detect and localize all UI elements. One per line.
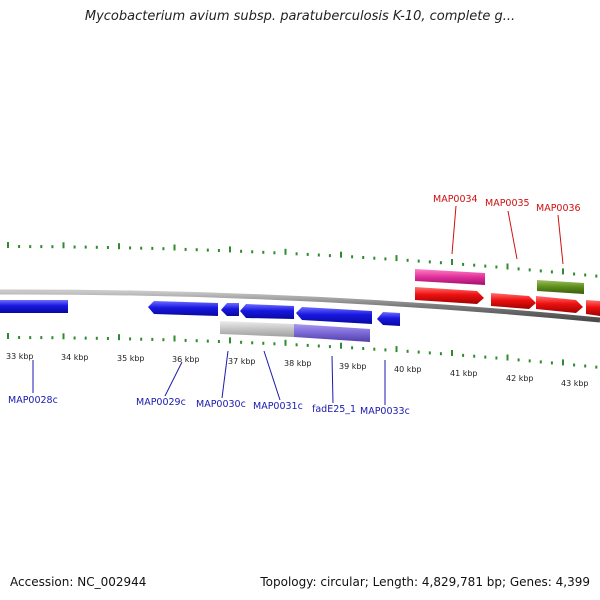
gene-label-map0029c[interactable]: MAP0029c xyxy=(136,397,186,408)
gene-arrow-map0035[interactable] xyxy=(491,293,536,309)
kbp-label: 43 kbp xyxy=(561,379,589,388)
lower-tick-track xyxy=(7,333,598,369)
gene-label-fade25-1[interactable]: fadE25_1 xyxy=(312,404,356,415)
gene-label-map0033c[interactable]: MAP0033c xyxy=(360,406,410,417)
upper-tick-track xyxy=(7,242,598,278)
genome-backbone xyxy=(0,289,600,323)
kbp-label: 38 kbp xyxy=(284,359,312,368)
kbp-scale: 33 kbp 34 kbp 35 kbp 36 kbp 37 kbp 38 kb… xyxy=(6,352,589,388)
gene-arrow-map0034[interactable] xyxy=(415,287,484,304)
kbp-label: 40 kbp xyxy=(394,365,422,374)
gene-label-map0035[interactable]: MAP0035 xyxy=(485,198,530,209)
gene-arrow-fade25-1[interactable] xyxy=(296,307,372,324)
map-title: Mycobacterium avium subsp. paratuberculo… xyxy=(84,9,516,24)
gene-arrow-map0031c[interactable] xyxy=(240,304,294,319)
kbp-label: 35 kbp xyxy=(117,354,145,363)
gene-arrow-map0028c[interactable] xyxy=(0,300,68,313)
kbp-label: 42 kbp xyxy=(506,374,534,383)
gene-label-map0028c[interactable]: MAP0028c xyxy=(8,395,58,406)
gene-label-map0031c[interactable]: MAP0031c xyxy=(253,401,303,412)
grey-feature[interactable] xyxy=(220,321,294,337)
gene-label-map0030c[interactable]: MAP0030c xyxy=(196,399,246,410)
genome-summary-text: Topology: circular; Length: 4,829,781 bp… xyxy=(260,575,590,589)
gene-label-map0036[interactable]: MAP0036 xyxy=(536,203,581,214)
purple-feature[interactable] xyxy=(294,324,370,342)
gene-arrow-map0036[interactable] xyxy=(536,296,583,313)
gene-arrow-map0033c[interactable] xyxy=(377,312,400,326)
gene-arrow-map0030c[interactable] xyxy=(221,303,239,316)
gene-arrow-map0029c[interactable] xyxy=(148,301,218,316)
kbp-label: 36 kbp xyxy=(172,355,200,364)
minus-gene-labels: MAP0028c MAP0029c MAP0030c MAP0031c fadE… xyxy=(8,350,410,417)
kbp-label: 33 kbp xyxy=(6,352,34,361)
kbp-label: 39 kbp xyxy=(339,362,367,371)
plus-gene-labels: MAP0034 MAP0035 MAP0036 xyxy=(433,194,581,265)
gene-arrow-edge-right[interactable] xyxy=(586,300,600,316)
kbp-label: 41 kbp xyxy=(450,369,478,378)
accession-text: Accession: NC_002944 xyxy=(10,575,147,589)
pink-feature[interactable] xyxy=(415,269,485,285)
gene-label-map0034[interactable]: MAP0034 xyxy=(433,194,478,205)
olive-feature[interactable] xyxy=(537,280,584,294)
kbp-label: 34 kbp xyxy=(61,353,89,362)
kbp-label: 37 kbp xyxy=(228,357,256,366)
